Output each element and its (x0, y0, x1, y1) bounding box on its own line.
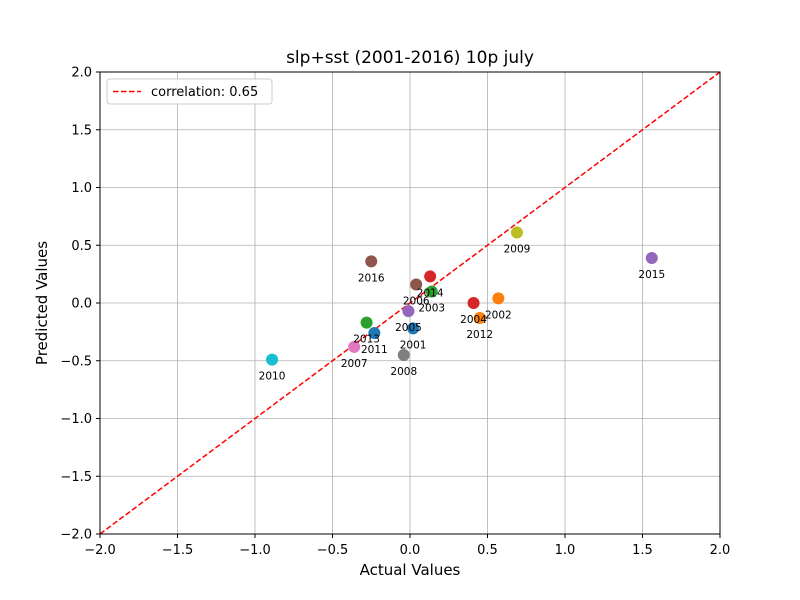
data-point-2009 (510, 226, 523, 239)
y-tick-label: 1.0 (71, 181, 92, 196)
correlation-line (99, 71, 721, 535)
point-label-2005: 2005 (395, 322, 422, 334)
y-tick-label: 1.5 (71, 123, 92, 138)
point-label-2011: 2011 (361, 344, 388, 356)
chart-title: slp+sst (2001-2016) 10p july (286, 48, 534, 68)
x-tick-label: 1.5 (632, 543, 653, 558)
point-label-2013: 2013 (353, 334, 380, 346)
x-tick-label: −0.5 (317, 543, 349, 558)
y-tick-label: −0.5 (60, 354, 92, 369)
y-tick-label: −1.5 (60, 470, 92, 485)
point-label-2014: 2014 (417, 287, 444, 299)
point-label-2002: 2002 (485, 309, 512, 321)
legend-label-correlation: correlation: 0.65 (151, 85, 258, 100)
x-axis-title: Actual Values (360, 561, 461, 579)
data-point-2004 (467, 297, 480, 309)
x-tick-label: −1.5 (162, 543, 194, 558)
point-label-2001: 2001 (400, 339, 427, 351)
data-point-2010 (266, 353, 279, 366)
point-label-2003: 2003 (418, 302, 445, 314)
data-point-2014 (424, 270, 437, 283)
point-label-2008: 2008 (390, 366, 417, 378)
y-tick-label: 0.0 (71, 297, 92, 312)
data-point-2011 (368, 327, 381, 340)
point-label-2007: 2007 (341, 358, 368, 370)
data-point-2012 (473, 312, 486, 325)
x-tick-label: 0.0 (400, 543, 421, 558)
point-label-2016: 2016 (358, 272, 385, 284)
data-point-2013 (360, 316, 373, 329)
x-axis-ticks: −2.0 −1.5 −1.0 −0.5 0.0 0.5 1.0 1.5 2.0 (84, 534, 730, 558)
y-tick-label: 2.0 (71, 66, 92, 81)
correlation-line-layer (99, 71, 721, 535)
point-label-2015: 2015 (638, 269, 665, 281)
data-point-2006 (410, 278, 423, 291)
point-label-2012: 2012 (466, 329, 493, 341)
x-tick-label: −1.0 (239, 543, 271, 558)
x-tick-label: 2.0 (710, 543, 731, 558)
data-points (266, 226, 658, 366)
data-point-2015 (645, 251, 658, 264)
data-point-2005 (402, 305, 415, 318)
y-axis-ticks: −2.0 −1.5 −1.0 −0.5 0.0 0.5 1.0 1.5 2.0 (60, 66, 100, 543)
y-tick-label: 0.5 (71, 239, 92, 254)
data-point-2016 (365, 255, 378, 268)
x-tick-label: −2.0 (84, 543, 116, 558)
x-tick-label: 0.5 (477, 543, 498, 558)
y-tick-label: −1.0 (60, 412, 92, 427)
x-tick-label: 1.0 (555, 543, 576, 558)
data-point-2002 (492, 292, 505, 305)
point-label-2010: 2010 (259, 371, 286, 383)
point-label-2006: 2006 (403, 296, 430, 308)
point-label-2009: 2009 (504, 244, 531, 256)
data-point-2001 (407, 322, 420, 335)
data-point-2007 (348, 340, 361, 353)
legend: correlation: 0.65 (106, 78, 273, 105)
data-point-2008 (397, 348, 410, 361)
legend-box (106, 78, 273, 105)
point-labels: 2001 2002 2003 2004 2005 2006 2007 2008 2009 2010… (259, 244, 665, 383)
data-point-2003 (425, 285, 438, 298)
y-tick-label: −2.0 (60, 528, 92, 543)
point-label-2004: 2004 (460, 314, 487, 326)
y-axis-title: Predicted Values (33, 241, 51, 365)
